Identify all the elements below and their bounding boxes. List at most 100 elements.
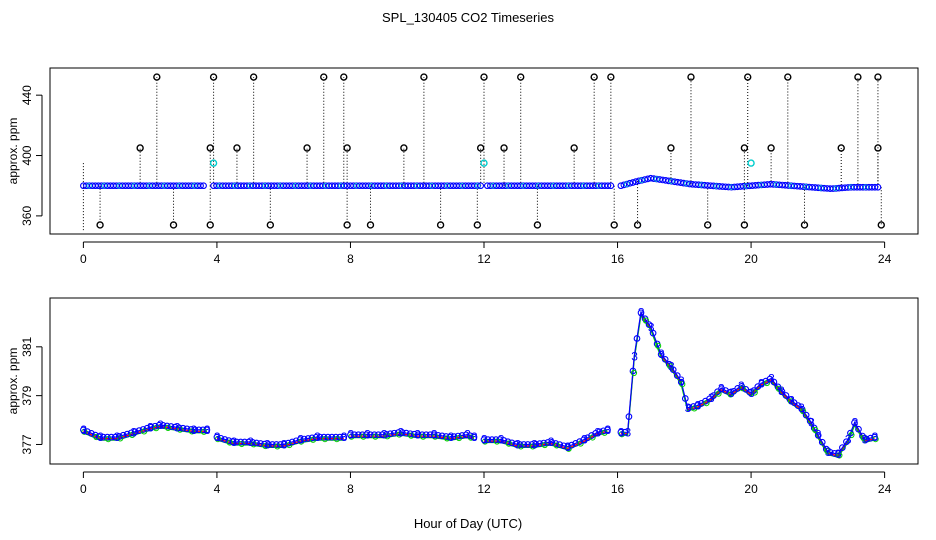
bottom-series-point bbox=[645, 321, 653, 328]
top-baseline-point bbox=[713, 183, 720, 189]
top-baseline-point bbox=[728, 184, 735, 190]
bottom-series-point bbox=[505, 440, 513, 447]
bottom-series-point bbox=[655, 342, 662, 349]
bottom-series-point bbox=[467, 434, 475, 441]
top-baseline-point bbox=[818, 185, 824, 191]
bottom-series-line bbox=[620, 312, 875, 457]
bottom-y-tick-label: 379 bbox=[20, 385, 34, 405]
top-baseline-point bbox=[200, 182, 207, 190]
top-outlier-point bbox=[209, 159, 218, 167]
top-baseline-point bbox=[620, 181, 628, 189]
top-x-tick-label: 12 bbox=[477, 252, 491, 266]
bottom-series-point bbox=[556, 441, 564, 448]
bottom-series-point bbox=[229, 438, 237, 446]
bottom-series-point bbox=[814, 431, 822, 439]
bottom-series-label: 3 bbox=[281, 437, 288, 451]
bottom-series-point bbox=[872, 436, 879, 443]
bottom-series-point bbox=[265, 441, 272, 448]
bottom-series-label: 3 bbox=[381, 428, 388, 442]
bottom-series-point bbox=[131, 428, 139, 436]
bottom-series-point bbox=[183, 425, 191, 433]
bottom-series-label: 3 bbox=[471, 430, 478, 444]
top-baseline-point bbox=[758, 182, 765, 188]
bottom-x-tick-label: 4 bbox=[214, 482, 221, 496]
top-outlier-point bbox=[233, 144, 241, 152]
bottom-series-point bbox=[754, 383, 762, 390]
bottom-series-point bbox=[496, 436, 504, 443]
top-outlier-point bbox=[249, 73, 258, 81]
bottom-series-point bbox=[438, 432, 446, 440]
bottom-series-point bbox=[860, 434, 867, 442]
bottom-series-point bbox=[649, 329, 657, 337]
bottom-series-label: 3 bbox=[728, 386, 735, 400]
top-baseline-point bbox=[444, 182, 451, 189]
bottom-series-point bbox=[863, 435, 870, 443]
bottom-series-point bbox=[241, 438, 249, 446]
top-baseline-point bbox=[343, 182, 351, 190]
top-outlier-point bbox=[767, 144, 775, 152]
top-outlier-point bbox=[800, 221, 809, 229]
top-baseline-point bbox=[641, 176, 649, 183]
bottom-series-point bbox=[630, 369, 638, 377]
bottom-series-point bbox=[155, 421, 163, 429]
bottom-series-point bbox=[402, 429, 410, 437]
top-outlier-point bbox=[570, 144, 578, 152]
bottom-series-point bbox=[214, 436, 222, 443]
top-data-marks bbox=[80, 73, 885, 231]
bottom-series-label: 3 bbox=[835, 447, 842, 461]
top-baseline-point bbox=[262, 182, 268, 189]
bottom-y-axis: 377 379 381 bbox=[20, 336, 43, 454]
bottom-series-point bbox=[257, 440, 264, 447]
bottom-series-label: 3 bbox=[564, 440, 571, 454]
bottom-series-point bbox=[226, 439, 233, 446]
bottom-series-point bbox=[548, 438, 556, 446]
bottom-x-tick-label: 24 bbox=[878, 482, 892, 496]
bottom-series-label: 3 bbox=[481, 433, 488, 447]
bottom-series-label: 3 bbox=[718, 381, 725, 395]
top-outlier-point bbox=[610, 221, 618, 229]
bottom-series-label: 3 bbox=[347, 428, 354, 442]
bottom-series-label: 3 bbox=[297, 433, 304, 447]
bottom-series-point bbox=[386, 430, 394, 438]
bottom-series-point bbox=[410, 430, 418, 438]
top-baseline-point bbox=[874, 183, 882, 191]
top-baseline-point bbox=[607, 182, 615, 190]
bottom-series-label: 3 bbox=[174, 420, 181, 434]
bottom-series-label: 3 bbox=[247, 435, 254, 449]
bottom-series-label: 3 bbox=[548, 435, 555, 449]
bottom-series-point bbox=[277, 441, 284, 448]
top-baseline-point bbox=[399, 182, 405, 189]
bottom-series-point bbox=[715, 390, 722, 397]
top-outlier-point bbox=[366, 221, 375, 229]
bottom-series-point bbox=[625, 413, 633, 420]
bottom-series-label: 3 bbox=[631, 350, 638, 364]
bottom-series-point bbox=[462, 431, 470, 439]
bottom-series-label: 3 bbox=[414, 428, 421, 442]
top-outlier-point bbox=[476, 144, 485, 152]
bottom-series-label: 3 bbox=[231, 435, 238, 449]
bottom-series-label: 3 bbox=[758, 376, 765, 390]
top-outlier-point bbox=[854, 73, 862, 81]
top-y-tick-label: 400 bbox=[20, 145, 34, 165]
top-baseline-point bbox=[580, 182, 587, 189]
bottom-series-label: 3 bbox=[204, 423, 211, 437]
top-baseline-point bbox=[323, 182, 329, 189]
top-x-tick-label: 8 bbox=[347, 252, 354, 266]
top-outlier-point bbox=[320, 73, 328, 81]
top-baseline-point bbox=[216, 182, 223, 189]
bottom-series-point bbox=[818, 438, 826, 446]
bottom-series-point bbox=[637, 309, 645, 317]
bottom-series-point bbox=[718, 385, 725, 392]
bottom-series-point bbox=[446, 433, 454, 441]
bottom-series-point bbox=[336, 433, 344, 441]
top-baseline-point bbox=[773, 181, 780, 188]
top-baseline-point bbox=[635, 177, 643, 185]
bottom-series-label: 3 bbox=[498, 433, 505, 447]
bottom-series-point bbox=[253, 439, 260, 447]
bottom-series-point bbox=[93, 433, 100, 441]
bottom-series-point bbox=[568, 441, 576, 449]
bottom-plot-frame bbox=[49, 297, 919, 465]
bottom-series-label: 3 bbox=[581, 433, 588, 447]
bottom-series-point bbox=[300, 435, 308, 443]
top-outlier-point bbox=[473, 221, 482, 229]
